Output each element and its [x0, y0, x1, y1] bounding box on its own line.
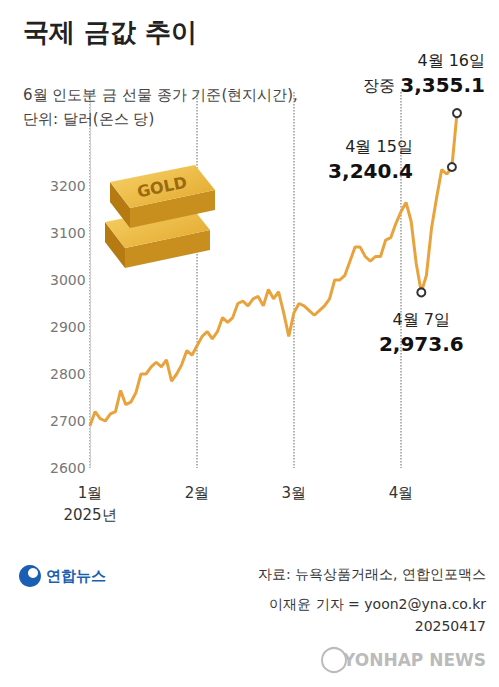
svg-text:3월: 3월	[282, 484, 307, 502]
svg-text:2600: 2600	[50, 460, 86, 476]
svg-text:2,973.6: 2,973.6	[379, 332, 464, 356]
svg-text:YONHAP NEWS: YONHAP NEWS	[342, 650, 486, 670]
svg-text:3200: 3200	[50, 178, 86, 194]
svg-text:국제 금값 추이: 국제 금값 추이	[23, 17, 197, 47]
svg-text:2025년: 2025년	[63, 506, 116, 524]
svg-text:4월 7일: 4월 7일	[393, 310, 450, 329]
svg-text:3100: 3100	[50, 225, 86, 241]
svg-text:4월: 4월	[389, 484, 414, 502]
svg-text:2800: 2800	[50, 366, 86, 382]
svg-text:장중: 장중	[363, 76, 400, 95]
svg-text:이재윤 기자 = yoon2@yna.co.kr: 이재윤 기자 = yoon2@yna.co.kr	[269, 596, 486, 612]
svg-text:2월: 2월	[185, 484, 210, 502]
svg-text:단위: 달러(온스 당): 단위: 달러(온스 당)	[23, 110, 154, 128]
svg-text:3,240.4: 3,240.4	[328, 159, 413, 183]
svg-text:4월 16일: 4월 16일	[417, 51, 485, 70]
svg-text:6월 인도분 금 선물 종가 기준(현지시간),: 6월 인도분 금 선물 종가 기준(현지시간),	[23, 86, 298, 104]
svg-text:자료: 뉴욕상품거래소, 연합인포맥스: 자료: 뉴욕상품거래소, 연합인포맥스	[258, 566, 486, 582]
svg-text:4월 15일: 4월 15일	[345, 137, 413, 156]
svg-text:3,355.1: 3,355.1	[400, 73, 485, 97]
svg-text:3000: 3000	[50, 272, 86, 288]
svg-text:연합뉴스: 연합뉴스	[46, 567, 106, 585]
svg-text:2900: 2900	[50, 319, 86, 335]
svg-text:GOLD: GOLD	[136, 173, 189, 202]
svg-text:2700: 2700	[50, 413, 86, 429]
svg-text:1월: 1월	[78, 484, 103, 502]
svg-text:20250417: 20250417	[415, 618, 486, 634]
